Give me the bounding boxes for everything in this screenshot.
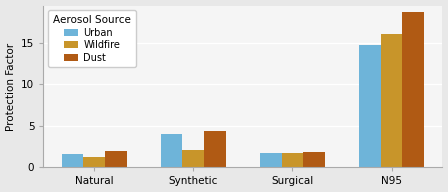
- Bar: [83, 157, 105, 167]
- Bar: [204, 131, 226, 167]
- Bar: [260, 153, 282, 167]
- Bar: [359, 45, 381, 167]
- Y-axis label: Protection Factor: Protection Factor: [5, 42, 16, 131]
- Bar: [303, 152, 325, 167]
- Bar: [61, 154, 83, 167]
- Bar: [381, 34, 402, 167]
- Bar: [105, 151, 127, 167]
- Bar: [402, 12, 424, 167]
- Bar: [182, 150, 204, 167]
- Bar: [282, 153, 303, 167]
- Bar: [161, 134, 182, 167]
- Legend: Urban, Wildfire, Dust: Urban, Wildfire, Dust: [48, 10, 136, 67]
